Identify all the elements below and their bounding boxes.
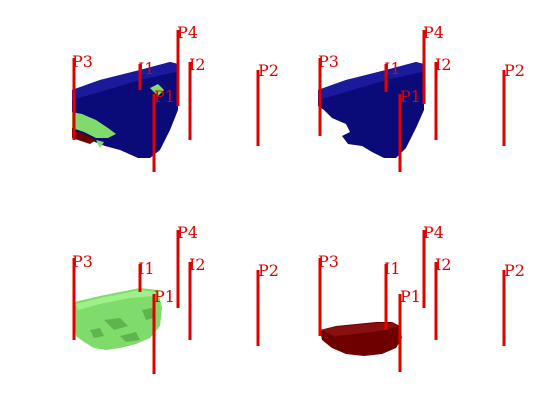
well-label-I2: I2 xyxy=(435,255,452,274)
darkred-layer xyxy=(320,322,402,356)
well-label-P3: P3 xyxy=(318,252,339,271)
well-label-P4: P4 xyxy=(423,23,444,42)
well-label-I1: I1 xyxy=(138,59,155,78)
well-label-P2: P2 xyxy=(258,61,279,80)
well-label-P3: P3 xyxy=(72,252,93,271)
well-label-P2: P2 xyxy=(258,261,279,280)
well-label-P1: P1 xyxy=(154,287,175,306)
panel-bottom-left: P3 I1 P4 I2 P1 P2 xyxy=(72,223,279,374)
well-label-P1: P1 xyxy=(400,87,421,106)
panel-top-right: P3 I1 P4 I2 P1 P2 xyxy=(318,23,525,172)
well-label-P1: P1 xyxy=(154,87,175,106)
wells: P3 I1 P4 I2 P1 P2 xyxy=(72,23,279,172)
well-label-I1: I1 xyxy=(384,59,401,78)
well-label-P3: P3 xyxy=(318,52,339,71)
wells: P3 I1 P4 I2 P1 P2 xyxy=(72,223,279,374)
well-label-I2: I2 xyxy=(435,55,452,74)
blue-layer xyxy=(72,62,178,158)
well-label-P4: P4 xyxy=(177,23,198,42)
well-label-I2: I2 xyxy=(189,255,206,274)
green-layer xyxy=(74,288,162,350)
well-label-P2: P2 xyxy=(504,261,525,280)
well-label-P4: P4 xyxy=(177,223,198,242)
well-label-I1: I1 xyxy=(138,259,155,278)
well-label-P3: P3 xyxy=(72,52,93,71)
well-label-I1: I1 xyxy=(384,259,401,278)
panel-bottom-right: P3 I1 P4 I2 P1 P2 xyxy=(318,223,525,372)
blue-layer xyxy=(318,62,424,158)
wells: P3 I1 P4 I2 P1 P2 xyxy=(318,23,525,172)
well-label-I2: I2 xyxy=(189,55,206,74)
wells: P3 I1 P4 I2 P1 P2 xyxy=(318,223,525,372)
panel-top-left: P3 I1 P4 I2 P1 P2 xyxy=(72,23,279,172)
darkred-layer xyxy=(72,130,96,144)
well-label-P2: P2 xyxy=(504,61,525,80)
well-label-P1: P1 xyxy=(400,287,421,306)
green-layer xyxy=(72,84,164,148)
well-label-P4: P4 xyxy=(423,223,444,242)
